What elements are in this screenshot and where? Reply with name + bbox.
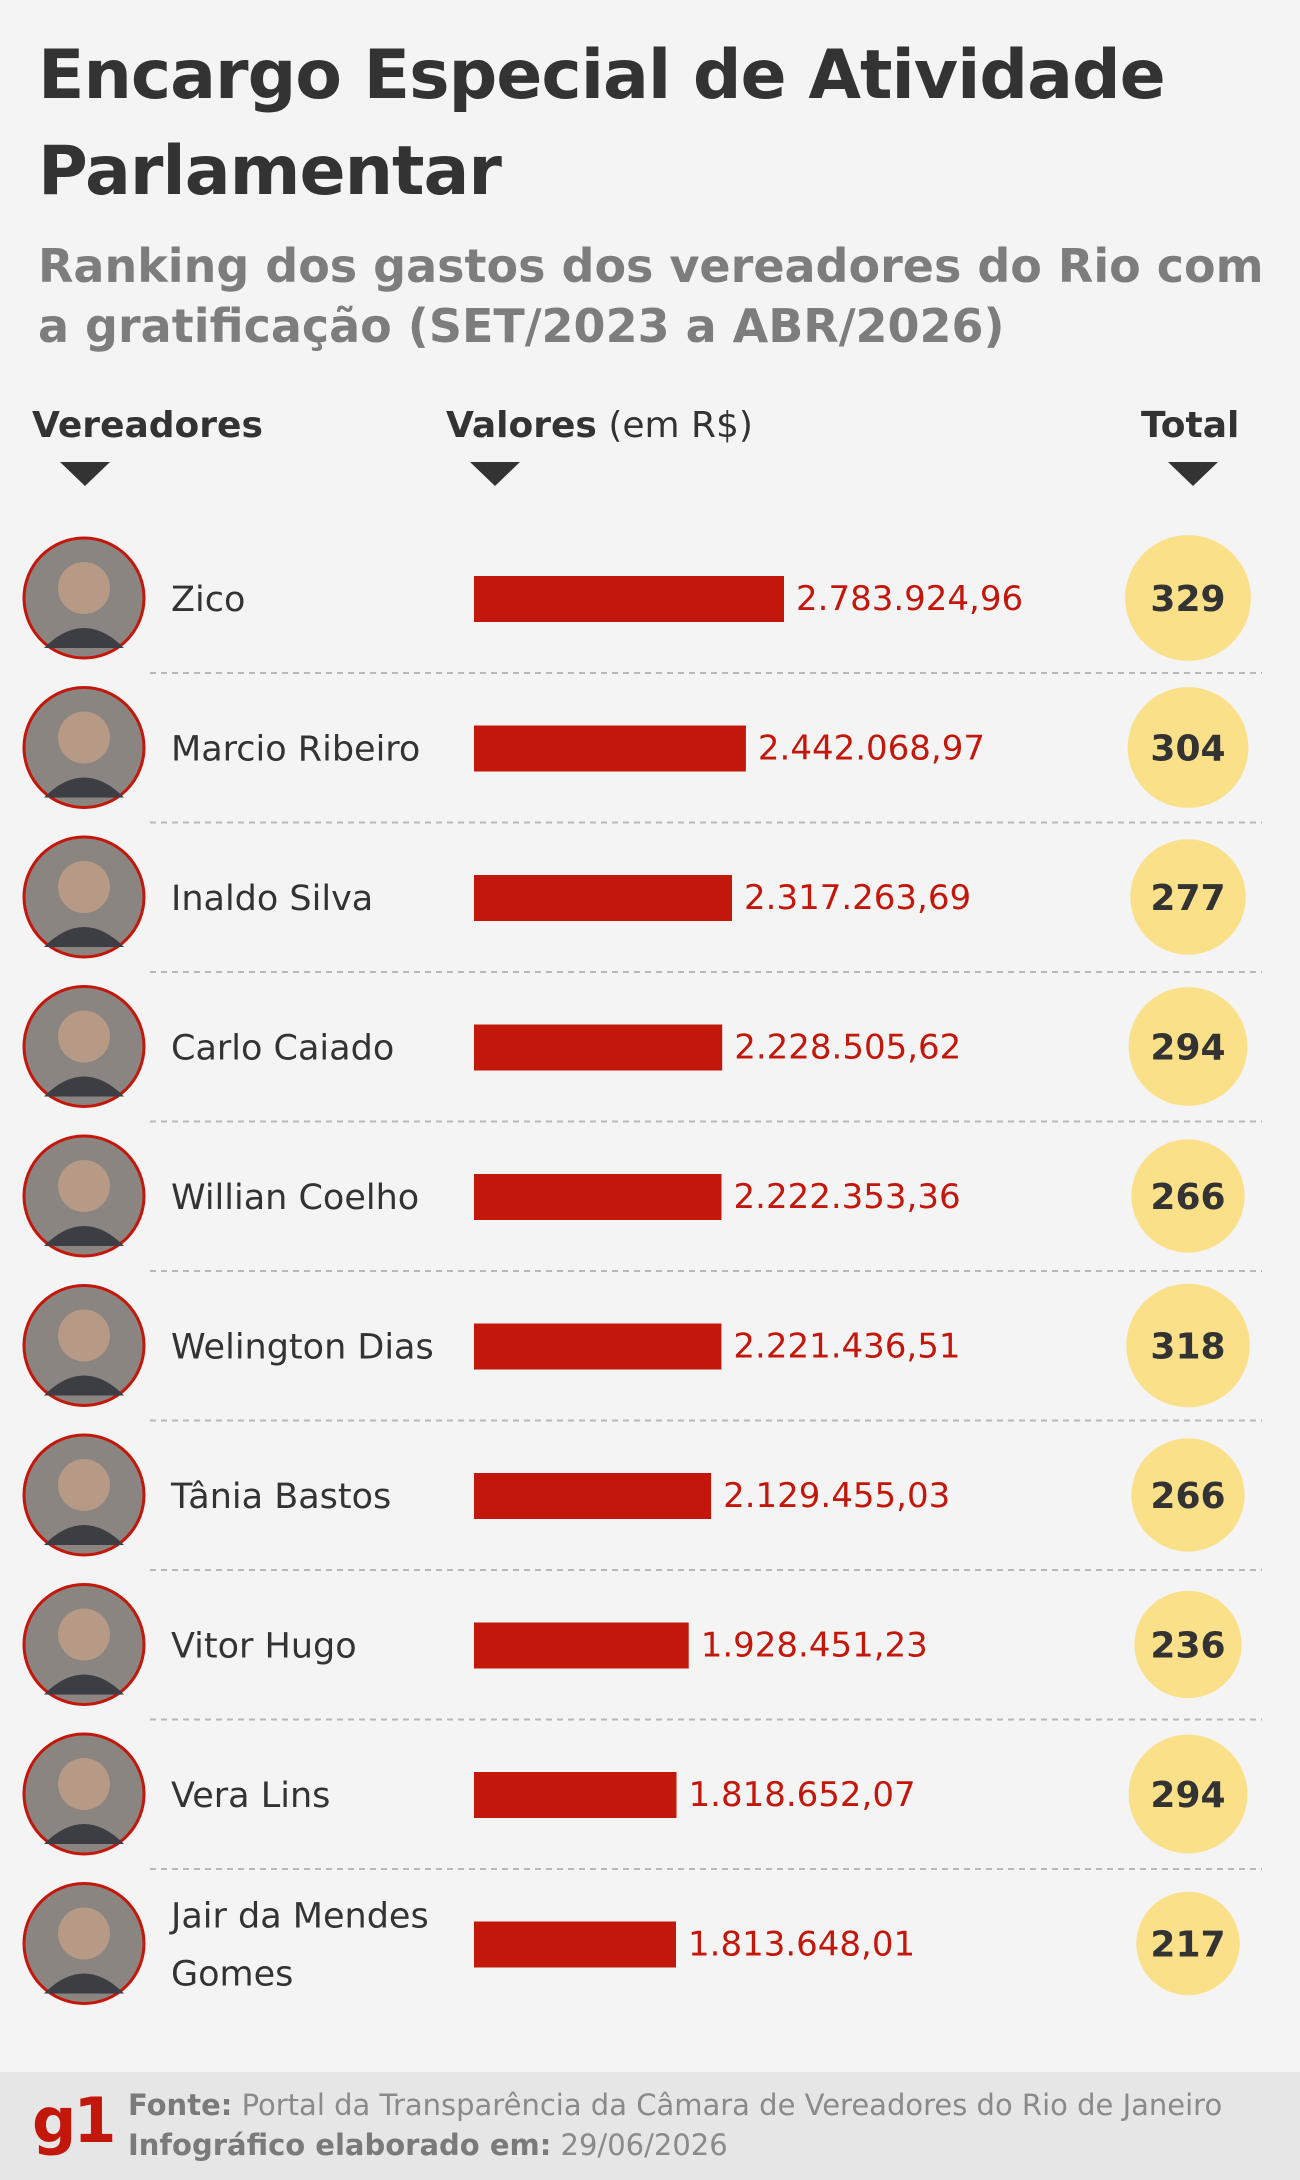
value-bar [474,725,746,772]
councilor-name: Tânia Bastos [170,1477,391,1517]
value-bar [474,1174,722,1220]
column-header-valores: Valores (em R$) [446,405,753,446]
value-bar [474,1622,689,1669]
total-label: 236 [1150,1626,1225,1667]
avatar-face-icon [58,1309,110,1362]
chart-subtitle: Ranking dos gastos dos vereadores do Rio… [38,239,1264,353]
avatar-face-icon [58,861,110,913]
councilor-name: Jair da Mendes Gomes [169,1897,429,1995]
date-text: 29/06/2026 [560,2128,728,2162]
avatar-body-icon [44,927,124,947]
value-label: 2.222.353,36 [734,1177,961,1217]
source-text: Portal da Transparência da Câmara de Ver… [241,2088,1223,2122]
avatar-body-icon [44,1525,124,1545]
column-label-vereadores: Vereadores [32,405,263,446]
value-label: 1.928.451,23 [701,1626,928,1666]
total-bubble [1126,1283,1250,1408]
value-bar [474,576,784,622]
value-label: 2.228.505,62 [734,1028,961,1068]
avatar-face-icon [58,711,110,764]
column-label-valores: Valores [446,405,597,446]
g1-logo: g1 [32,2084,117,2157]
ranking-bar-chart: Zico 2.783.924,96 329 Marcio Ribeiro 2.442.0… [22,535,1262,2005]
value-bar [474,1024,723,1071]
total-label: 277 [1150,878,1225,919]
avatar-body-icon [44,777,124,798]
councilor-name: Marcio Ribeiro [171,730,420,770]
value-label: 2.317.263,69 [744,878,971,918]
value-label: 1.813.648,01 [688,1925,915,1965]
total-bubble [1128,1734,1248,1854]
date-line: Infográfico elaborado em: 29/06/2026 [128,2128,728,2162]
value-bar [474,1323,722,1370]
source-label: Fonte: [128,2088,233,2122]
total-label: 329 [1150,579,1225,620]
value-label: 2.783.924,96 [796,579,1023,619]
date-label: Infográfico elaborado em: [128,2128,552,2162]
total-label: 217 [1150,1925,1225,1966]
chart-title: Encargo Especial de Atividade Parlamenta… [38,36,1166,211]
total-label: 318 [1150,1327,1225,1368]
total-bubble [1128,987,1248,1106]
avatar-face-icon [58,562,110,614]
avatar-face-icon [58,1160,110,1212]
column-label-total: Total [1141,405,1240,446]
avatar-body-icon [44,1674,124,1695]
column-header-vereadores: Vereadores [32,405,263,446]
total-bubble [1136,1891,1240,1996]
avatar-body-icon [44,1076,124,1097]
total-bubble [1131,1139,1245,1253]
councilor-name: Willian Coelho [171,1178,419,1218]
value-label: 1.818.652,07 [689,1775,916,1815]
avatar-face-icon [58,1608,110,1661]
total-label: 266 [1150,1476,1225,1517]
value-bar [474,875,732,921]
avatar-body-icon [44,1824,124,1844]
total-bubble [1131,1438,1245,1552]
avatar-face-icon [58,1010,110,1063]
total-label: 266 [1150,1177,1225,1218]
total-bubble [1127,687,1249,808]
councilor-name: Vitor Hugo [171,1627,357,1667]
total-label: 294 [1150,1028,1225,1069]
avatar-body-icon [44,1375,124,1396]
avatar-body-icon [44,1226,124,1246]
source-line: Fonte: Portal da Transparência da Câmara… [128,2088,1222,2122]
councilor-name: Welington Dias [171,1328,434,1368]
down-arrow-icon [60,462,110,486]
councilor-name: Carlo Caiado [171,1029,394,1069]
avatar-body-icon [44,628,124,648]
total-bubble [1125,535,1251,661]
councilor-name: Inaldo Silva [171,879,373,919]
value-label: 2.129.455,03 [723,1476,950,1516]
total-label: 294 [1150,1775,1225,1816]
avatar-face-icon [58,1907,110,1960]
total-bubble [1134,1590,1242,1699]
column-header-total: Total [1141,405,1239,446]
councilor-name: Vera Lins [171,1776,330,1816]
total-bubble [1130,839,1246,955]
value-label: 2.221.436,51 [733,1327,960,1367]
total-label: 304 [1150,729,1225,770]
avatar-face-icon [58,1758,110,1810]
value-bar [474,1473,712,1519]
councilor-name: Zico [171,580,245,620]
footer: g1 Fonte: Portal da Transparência da Câm… [0,2072,1300,2180]
down-arrow-icon [470,462,520,486]
value-bar [474,1921,676,1968]
avatar-body-icon [44,1973,124,1994]
avatar-face-icon [58,1459,110,1511]
down-arrow-icon [1168,462,1218,486]
column-unit-valores: (em R$) [608,405,753,446]
value-bar [474,1772,677,1818]
value-label: 2.442.068,97 [758,729,985,769]
